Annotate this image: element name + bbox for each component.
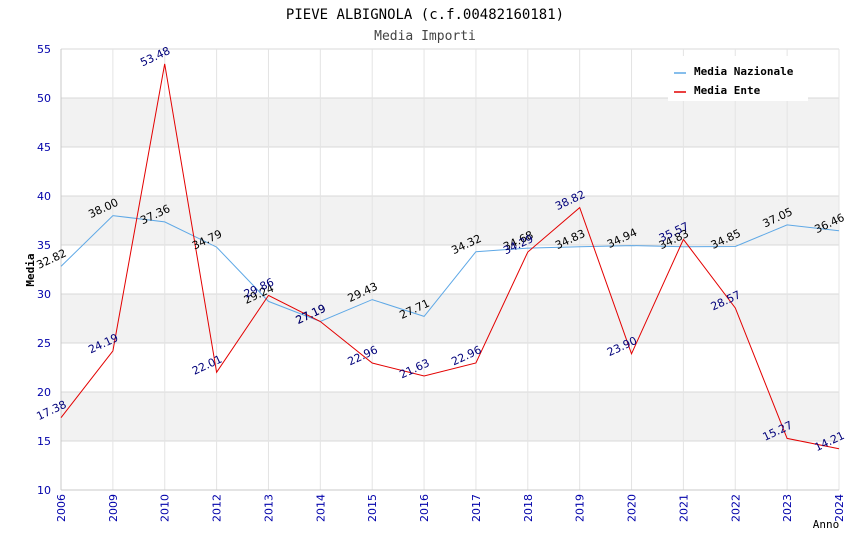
x-axis-title: Anno xyxy=(813,518,840,531)
x-tick-label: 2018 xyxy=(522,494,535,522)
x-tick-label: 2010 xyxy=(159,494,172,522)
legend-background xyxy=(668,56,808,101)
x-tick-label: 2020 xyxy=(626,494,639,522)
legend-label-nazionale: Media Nazionale xyxy=(694,65,794,78)
x-tick-label: 2006 xyxy=(55,494,68,522)
y-tick-label: 25 xyxy=(37,337,51,350)
x-tick-label: 2012 xyxy=(211,494,224,522)
x-tick-label: 2021 xyxy=(677,494,690,522)
grid-lines xyxy=(60,48,840,491)
series-lines xyxy=(60,63,840,450)
y-tick-label: 30 xyxy=(37,288,51,301)
y-tick-label: 35 xyxy=(37,239,51,252)
x-tick-label: 2022 xyxy=(729,494,742,522)
y-tick-label: 20 xyxy=(37,386,51,399)
y-tick-label: 50 xyxy=(37,92,51,105)
y-axis-title: Media xyxy=(24,253,37,286)
x-tick-label: 2017 xyxy=(470,494,483,522)
x-tick-label: 2014 xyxy=(314,494,327,522)
x-tick-label: 2009 xyxy=(107,494,120,522)
series-line-nazionale xyxy=(60,215,840,323)
data-label-ente: 21.63 xyxy=(398,356,432,381)
legend: Media Nazionale Media Ente xyxy=(668,56,808,101)
data-label-ente: 22.96 xyxy=(449,343,483,368)
x-tick-label: 2019 xyxy=(574,494,587,522)
legend-label-ente: Media Ente xyxy=(694,84,761,97)
data-label-ente: 53.48 xyxy=(138,44,172,69)
grid-band xyxy=(61,98,839,147)
x-tick-label: 2013 xyxy=(262,494,275,522)
series-line-ente xyxy=(60,63,840,450)
data-label-ente: 22.01 xyxy=(190,353,224,378)
axes: 10 15 20 25 30 35 40 45 50 55 2006 2009 2010 2012 2013… xyxy=(37,43,846,522)
y-tick-label: 45 xyxy=(37,141,51,154)
x-tick-label: 2024 xyxy=(833,494,846,522)
x-tick-label: 2023 xyxy=(781,494,794,522)
grid-band xyxy=(61,392,839,441)
y-tick-label: 55 xyxy=(37,43,51,56)
chart-subtitle: Media Importi xyxy=(374,29,476,44)
grid-bands xyxy=(61,98,839,441)
y-tick-label: 15 xyxy=(37,435,51,448)
grid-band xyxy=(61,294,839,343)
chart-title: PIEVE ALBIGNOLA (c.f.00482160181) xyxy=(286,7,564,23)
x-tick-label: 2016 xyxy=(418,494,431,522)
data-label-ente: 22.96 xyxy=(346,343,380,368)
y-tick-label: 40 xyxy=(37,190,51,203)
y-tick-label: 10 xyxy=(37,484,51,497)
x-tick-label: 2015 xyxy=(366,494,379,522)
